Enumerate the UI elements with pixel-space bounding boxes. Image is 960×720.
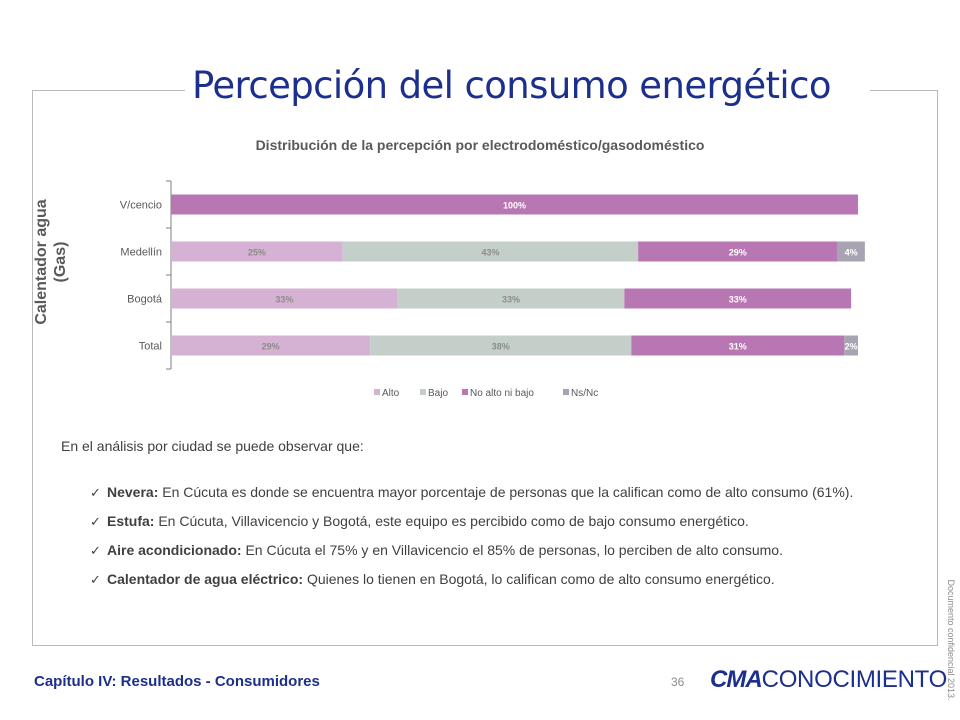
logo-rest: CONOCIMIENTO (761, 666, 948, 693)
bar-segment (171, 241, 343, 262)
finding-term: Aire acondicionado: (107, 542, 242, 558)
category-label: Bogotá (127, 294, 163, 306)
finding-text: Quienes lo tienen en Bogotá, lo califica… (303, 571, 775, 587)
confidential-note: Documento confidencial 2013. (946, 579, 956, 701)
finding-text: En Cúcuta es donde se encuentra mayor po… (158, 484, 854, 500)
legend-label: No alto ni bajo (470, 388, 534, 399)
check-icon: ✓ (90, 572, 101, 587)
bar-segment (844, 335, 858, 356)
data-label: 38% (492, 342, 510, 352)
data-label: 33% (502, 295, 520, 305)
bar-segment (631, 335, 845, 356)
check-icon: ✓ (90, 543, 101, 558)
bar-segment (171, 288, 398, 309)
finding-item: ✓ Nevera: En Cúcuta es donde se encuentra… (90, 480, 898, 505)
bar-segment (342, 241, 639, 262)
finding-term: Estufa: (107, 513, 155, 529)
data-label: 29% (729, 248, 747, 258)
category-label: V/cencio (120, 200, 162, 212)
legend-swatch (420, 389, 426, 395)
data-label: 33% (275, 295, 293, 305)
check-icon: ✓ (90, 514, 101, 529)
data-label: 4% (845, 248, 858, 258)
page-number: 36 (671, 675, 685, 689)
data-label: 33% (729, 295, 747, 305)
company-logo: CMACONOCIMIENTO (710, 666, 947, 694)
bar-segment (837, 241, 865, 262)
finding-item: ✓ Estufa: En Cúcuta, Villavicencio y Bogo… (90, 509, 898, 534)
bar-segment (171, 335, 371, 356)
legend-label: Alto (382, 388, 400, 399)
bar-segment (638, 241, 838, 262)
title-backdrop (185, 70, 870, 110)
finding-text: En Cúcuta el 75% y en Villavicencio el 8… (241, 542, 783, 558)
finding-item: ✓ Calentador de agua eléctrico: Quienes l… (90, 567, 898, 592)
check-icon: ✓ (90, 485, 101, 500)
finding-term: Nevera: (107, 484, 159, 500)
chart-title: Distribución de la percepción por electr… (255, 137, 705, 153)
legend-label: Bajo (428, 388, 448, 399)
data-label: 43% (481, 248, 499, 258)
bar-segment (397, 288, 625, 309)
intro-text: En el análisis por ciudad se puede obser… (61, 438, 364, 454)
legend-label: Ns/Nc (571, 388, 598, 399)
bar-segment (171, 194, 858, 215)
findings-list: ✓ Nevera: En Cúcuta es donde se encuentra… (90, 480, 898, 596)
footer-chapter: Capítulo IV: Resultados - Consumidores (34, 673, 320, 690)
slide-title: Percepción del consumo energético (192, 64, 831, 107)
category-label: Medellín (120, 247, 162, 259)
finding-item: ✓ Aire acondicionado: En Cúcuta el 75% y … (90, 538, 898, 563)
finding-text: En Cúcuta, Villavicencio y Bogotá, este … (154, 513, 749, 529)
category-label: Total (139, 341, 162, 353)
data-label: 25% (248, 248, 266, 258)
data-label: 29% (262, 342, 280, 352)
legend-swatch (563, 389, 569, 395)
bar-segment (370, 335, 632, 356)
legend-swatch (374, 389, 380, 395)
bar-segment (624, 288, 852, 309)
legend-swatch (462, 389, 468, 395)
logo-strong: CMA (710, 666, 763, 693)
data-label: 2% (845, 342, 858, 352)
data-label: 31% (729, 342, 747, 352)
data-label: 100% (503, 201, 526, 211)
finding-term: Calentador de agua eléctrico: (107, 571, 304, 587)
